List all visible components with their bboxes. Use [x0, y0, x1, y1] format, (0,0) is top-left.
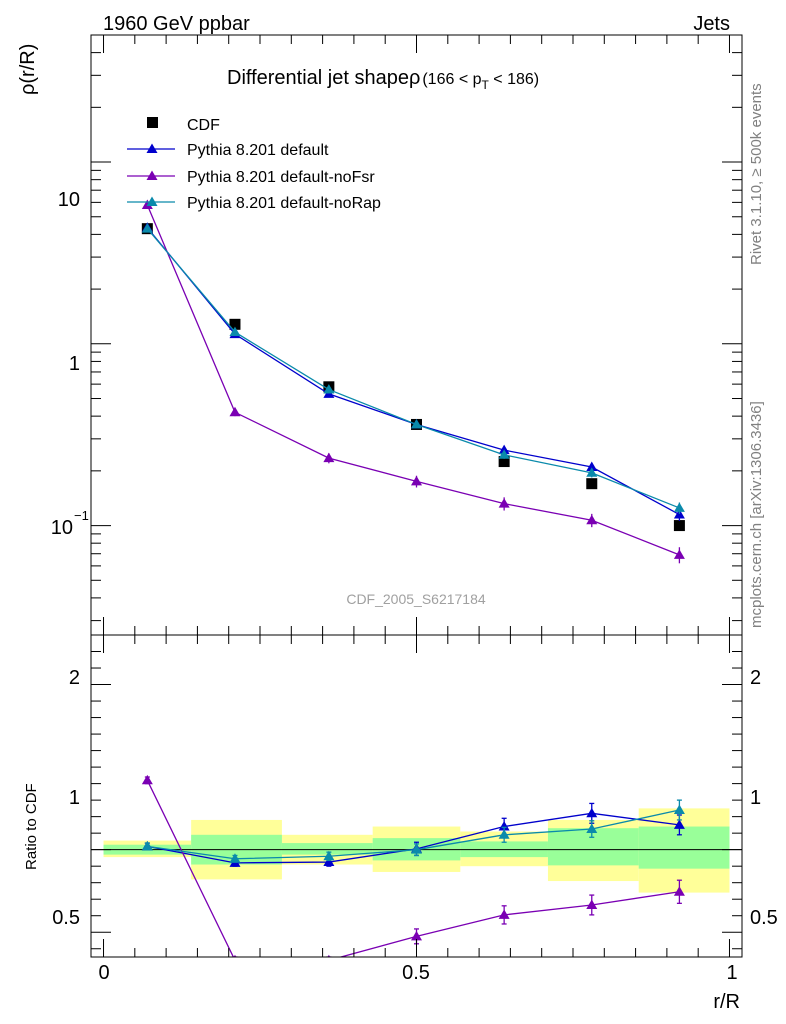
ratio-point-noFsr	[586, 899, 598, 909]
point-noRap	[323, 384, 335, 394]
legend-label-norap: Pythia 8.201 default-noRap	[187, 195, 381, 212]
band-inner	[281, 843, 373, 855]
ratio-ylabel: Ratio to CDF	[23, 783, 40, 870]
point-noFsr	[323, 452, 335, 463]
xtick-label-1: 1	[726, 962, 737, 984]
point-noRap	[141, 223, 153, 233]
analysis-label: CDF_2005_S6217184	[346, 591, 486, 607]
legend-label-nofsr: Pythia 8.201 default-noFsr	[187, 169, 375, 186]
point-default	[586, 461, 598, 471]
ratio-point-noRap	[673, 804, 685, 814]
point-noRap	[411, 418, 422, 429]
series-line-noRap	[146, 228, 680, 509]
ratio-point-noFsr	[673, 886, 685, 896]
process-label: Jets	[693, 13, 730, 35]
ytick-label-exponent: −1	[74, 508, 89, 523]
xlabel: r/R	[713, 991, 740, 1013]
mcplots-label: mcplots.cern.ch [arXiv:1306.3436]	[748, 401, 765, 628]
main-ylabel: ρ(r/R)	[17, 44, 39, 95]
point-noFsr	[141, 199, 153, 210]
ratio-point-noFsr	[411, 930, 422, 941]
title-end: < 186)	[489, 71, 539, 88]
point-noRap	[229, 326, 241, 337]
rivet-label: Rivet 3.1.10, ≥ 500k events	[748, 83, 765, 265]
ratio-point-default	[586, 807, 598, 818]
xtick-label-0.5: 0.5	[402, 962, 430, 984]
ratio-point-noFsr	[327, 954, 331, 957]
ratio-point-noRap	[323, 850, 335, 861]
ratio-frame	[90, 634, 743, 958]
legend-marker-default	[146, 143, 158, 153]
ratio-point-noFsr	[141, 774, 153, 785]
ratio-point-default	[323, 856, 335, 867]
point-noFsr	[498, 498, 510, 508]
point-cdf	[586, 478, 598, 490]
ytick-label-10-base: 10	[51, 517, 73, 539]
point-noFsr	[673, 549, 685, 559]
ratio-ytick-left-2: 2	[69, 667, 80, 689]
point-noFsr	[411, 475, 422, 486]
legend-marker-nofsr	[146, 170, 158, 180]
ratio-point-noFsr	[233, 954, 237, 957]
series-line-noFsr	[146, 204, 680, 556]
title-range: (166 < p	[422, 71, 481, 88]
ratio-point-noRap	[411, 844, 422, 854]
legend-marker-cdf	[147, 117, 158, 128]
point-cdf	[673, 520, 685, 532]
point-noRap	[586, 467, 598, 477]
title-main: Differential jet shapeρ	[227, 67, 420, 89]
ytick-label-1: 1	[69, 353, 80, 375]
energy-label: 1960 GeV ppbar	[103, 13, 250, 35]
ratio-point-noRap	[498, 829, 510, 839]
main-panel: Differential jet shapeρ (166 < pT < 186) …	[17, 34, 743, 636]
point-noFsr	[586, 514, 598, 525]
ratio-panel: Ratio to CDF 2 1 0.5 2 1 0.5 0 0.5 1 r/R	[23, 634, 778, 1013]
ratio-ytick-right-1: 1	[750, 787, 761, 809]
xtick-label-0: 0	[98, 962, 109, 984]
ratio-point-noRap	[586, 823, 598, 833]
ytick-label-10: 10	[58, 189, 80, 211]
point-noRap	[673, 502, 685, 512]
ratio-point-noRap	[141, 840, 153, 851]
title-sub: T	[482, 78, 490, 92]
point-cdf	[229, 318, 241, 330]
ratio-ytick-right-2: 2	[750, 667, 761, 689]
legend-label-default: Pythia 8.201 default	[187, 142, 329, 159]
point-noFsr	[229, 406, 241, 417]
ratio-ytick-left-0.5: 0.5	[52, 907, 80, 929]
legend-label-cdf: CDF	[187, 117, 220, 134]
ratio-point-default	[673, 819, 685, 829]
ratio-point-noRap	[229, 853, 241, 863]
ratio-ytick-left-1: 1	[69, 787, 80, 809]
ratio-series-group	[141, 774, 685, 957]
point-cdf	[498, 456, 510, 468]
ratio-point-default	[498, 821, 510, 831]
point-noRap	[498, 449, 510, 459]
band-inner	[547, 828, 639, 866]
legend-marker-norap	[146, 196, 158, 206]
band-inner	[638, 826, 730, 869]
main-title: Differential jet shapeρ (166 < pT < 186)	[227, 67, 539, 92]
series-line-default	[146, 227, 680, 516]
legend: CDF Pythia 8.201 default Pythia 8.201 de…	[127, 117, 381, 212]
ratio-ytick-right-0.5: 0.5	[750, 907, 778, 929]
ratio-point-noFsr	[498, 909, 510, 919]
